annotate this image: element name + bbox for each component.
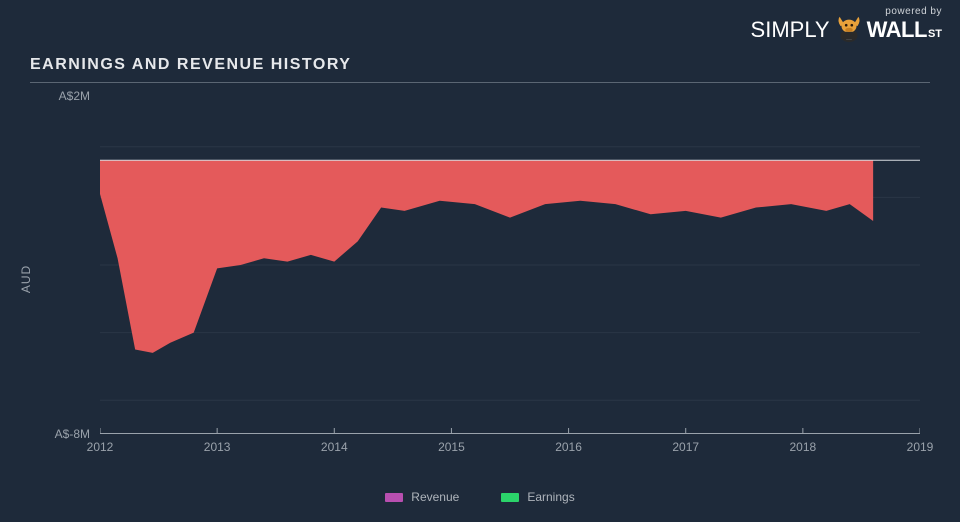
x-tick-label: 2018 [789, 440, 816, 454]
y-tick-label: A$-8M [34, 427, 90, 441]
x-tick-labels: 20122013201420152016201720182019 [100, 440, 920, 456]
legend-swatch [501, 493, 519, 502]
x-tick-label: 2016 [555, 440, 582, 454]
legend-swatch [385, 493, 403, 502]
brand-row: SIMPLY WALL ST [751, 13, 942, 43]
legend-item-revenue: Revenue [385, 490, 459, 504]
legend-label: Revenue [411, 490, 459, 504]
x-tick-label: 2014 [321, 440, 348, 454]
chart-legend: Revenue Earnings [0, 490, 960, 504]
brand-simply: SIMPLY [751, 17, 830, 43]
plot-area [100, 96, 920, 434]
x-tick-label: 2019 [907, 440, 934, 454]
earnings-revenue-chart: AUD 20122013201420152016201720182019 A$2… [30, 96, 930, 462]
brand-wall: WALL [867, 17, 927, 43]
title-rule [30, 82, 930, 83]
bull-icon [834, 13, 864, 43]
x-tick-label: 2013 [204, 440, 231, 454]
page-title: EARNINGS AND REVENUE HISTORY [30, 56, 351, 74]
y-tick-label: A$2M [34, 89, 90, 103]
brand-block: powered by SIMPLY WALL ST [751, 6, 942, 43]
x-tick-label: 2017 [672, 440, 699, 454]
x-tick-label: 2015 [438, 440, 465, 454]
x-tick-label: 2012 [87, 440, 114, 454]
brand-st: ST [928, 28, 942, 40]
y-axis-caption: AUD [19, 265, 33, 293]
legend-label: Earnings [527, 490, 574, 504]
legend-item-earnings: Earnings [501, 490, 574, 504]
